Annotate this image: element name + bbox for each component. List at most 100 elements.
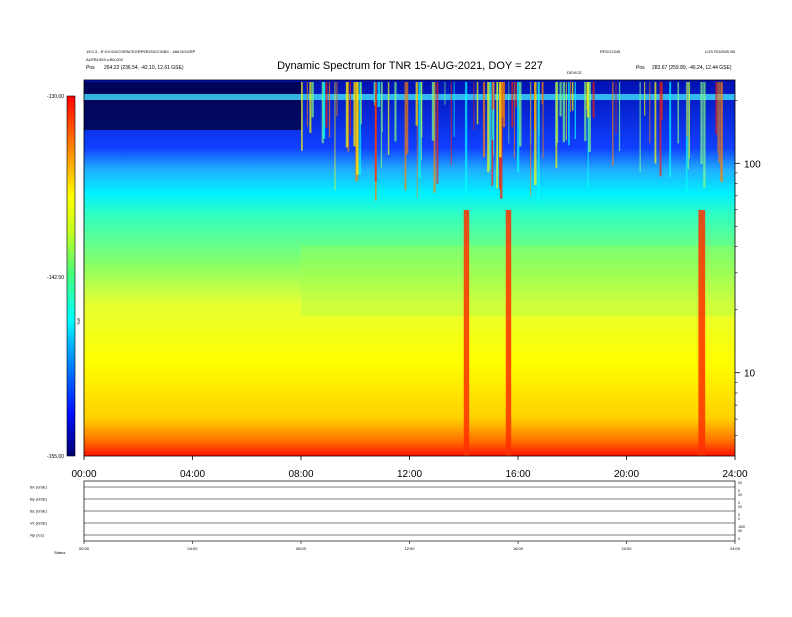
chart-title: Dynamic Spectrum for TNR 15-AUG-2021, DO… xyxy=(277,60,543,72)
emission-streak xyxy=(488,82,492,170)
emission-streak xyxy=(555,82,558,169)
emission-streak xyxy=(415,82,418,126)
emission-streak xyxy=(515,82,517,108)
emission-streak xyxy=(533,82,536,130)
emission-streak xyxy=(321,82,324,144)
emission-streak xyxy=(482,82,486,158)
emission-streak xyxy=(720,82,723,182)
emission-streak xyxy=(516,82,520,173)
emission-streak xyxy=(334,82,336,191)
emission-streak xyxy=(700,82,703,164)
emission-streak xyxy=(418,82,421,179)
emission-streak xyxy=(325,82,328,128)
emission-streak xyxy=(301,82,303,151)
panel-label: Bz (GSE) xyxy=(30,509,48,514)
x-tick-label: 16:00 xyxy=(505,469,530,480)
y-axis-right: 100 10 xyxy=(735,99,761,437)
emission-streak xyxy=(718,82,720,163)
emission-streak xyxy=(654,82,657,164)
emission-streak xyxy=(311,82,314,118)
panel-tick-label: 0 xyxy=(738,501,740,505)
emission-streak xyxy=(513,82,515,159)
panel-tick-label: 0 xyxy=(738,489,740,493)
panel-label: Bx (GSE) xyxy=(30,485,48,490)
emission-streak xyxy=(436,82,439,184)
emission-streak xyxy=(496,82,498,189)
emission-streak xyxy=(476,82,479,125)
emission-streak xyxy=(562,82,566,143)
emission-streak xyxy=(659,82,662,177)
emission-streak xyxy=(387,82,390,155)
emission-streak xyxy=(381,82,383,133)
emission-streak xyxy=(592,82,595,118)
quiet-band xyxy=(84,82,301,130)
emission-streak xyxy=(406,82,409,155)
emission-streak xyxy=(584,82,587,142)
emission-streak xyxy=(404,82,407,191)
x-tick-label: 00:00 xyxy=(71,469,96,480)
panel-tick-label: 20 xyxy=(738,493,742,497)
emission-streak xyxy=(356,82,359,175)
emission-streak xyxy=(537,82,540,201)
emission-streak xyxy=(394,82,397,142)
emission-streak xyxy=(380,82,383,168)
emission-streak xyxy=(502,82,506,128)
emission-streak xyxy=(686,82,688,137)
x-tick-label: 08:00 xyxy=(288,469,313,480)
panel-tick-label: 0 xyxy=(738,513,740,517)
emission-streak xyxy=(669,82,672,178)
emission-streak xyxy=(574,82,577,140)
panel-tick-label: -500 xyxy=(738,525,745,529)
spectrogram-overlay xyxy=(84,82,735,456)
emission-streak xyxy=(328,82,331,138)
panel-x-tick-label: 16:00 xyxy=(513,546,524,551)
panel-label: Vx (GSE) xyxy=(30,521,48,526)
header-left-line-1: 19.0.3 - R:XX:\D0C\SPACEGRP\RDS\DC\DBX -… xyxy=(86,49,196,54)
radio-burst xyxy=(698,210,706,456)
panel-label: Np (/cc) xyxy=(30,533,45,538)
emission-streak xyxy=(677,82,680,144)
pos-label-right: Pos xyxy=(636,65,645,71)
emission-streak xyxy=(377,82,381,108)
emission-streak xyxy=(453,82,455,138)
emission-streak xyxy=(473,82,475,131)
panel-x-tick-label: 24:00 xyxy=(730,546,741,551)
emission-streak xyxy=(518,82,522,147)
emission-streak xyxy=(450,82,452,166)
emission-streak xyxy=(587,82,589,189)
emission-streak xyxy=(347,82,350,152)
mid-band xyxy=(301,246,735,316)
pos-value-right: 283.67 (259.89, -46.24, 12.44 GSE) xyxy=(652,65,732,71)
colorbar-tick-max: -130.00 xyxy=(47,94,64,100)
panel-x-tick-label: 00:00 xyxy=(79,546,90,551)
emission-streak xyxy=(323,82,325,138)
emission-streak xyxy=(420,82,423,161)
emission-streak xyxy=(416,82,418,198)
y-tick-label: 100 xyxy=(744,159,761,170)
colorbar xyxy=(66,95,76,457)
emission-streak xyxy=(559,82,562,117)
panel-x-tick-label: 04:00 xyxy=(187,546,198,551)
emission-streak xyxy=(687,82,690,170)
emission-streak xyxy=(530,82,532,197)
y-tick-label: 10 xyxy=(744,369,756,380)
spectrogram xyxy=(83,79,736,457)
panel-x-tick-label: 20:00 xyxy=(621,546,632,551)
emission-streak xyxy=(568,82,570,146)
marker-label: DEVICE xyxy=(567,70,582,75)
emission-streak xyxy=(644,82,646,116)
emission-streak xyxy=(649,82,651,144)
x-tick-label: 20:00 xyxy=(614,469,639,480)
x-tick-label: 12:00 xyxy=(397,469,422,480)
colorbar-tick-min: -155.00 xyxy=(47,454,64,460)
colorbar-label: TNR xyxy=(77,317,81,325)
emission-streak xyxy=(586,82,590,118)
emission-streak xyxy=(359,82,362,175)
emission-streak xyxy=(542,82,544,159)
emission-streak xyxy=(511,82,514,128)
header-right-line-2: LOS ROOMS B0 xyxy=(705,49,736,54)
emission-streak xyxy=(569,82,571,112)
emission-streak xyxy=(715,82,718,135)
